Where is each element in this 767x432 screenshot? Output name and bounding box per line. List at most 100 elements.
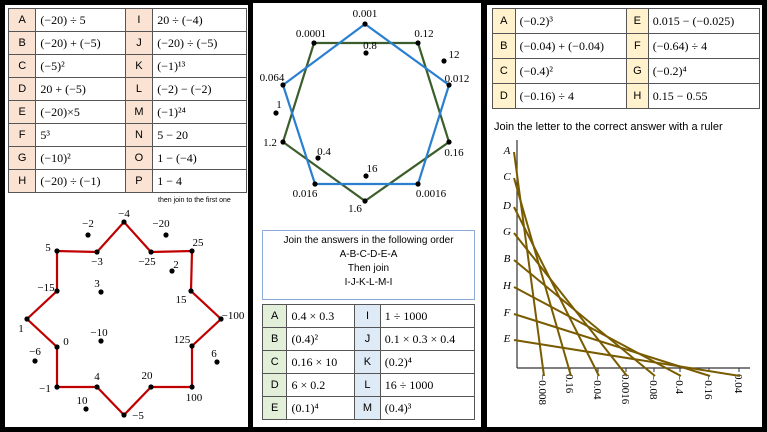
blue-vertex-dot xyxy=(362,21,368,27)
green-vertex-label: 0.0001 xyxy=(296,28,326,40)
expression-cell: 20 ÷ (−4) xyxy=(152,8,247,32)
expression-cell: (−20) ÷ (−1) xyxy=(35,169,126,193)
stray-dot xyxy=(315,155,321,161)
stray-label: 2 xyxy=(173,259,179,271)
letter-cell: D xyxy=(7,77,37,101)
answer-label: 0.16 xyxy=(563,374,575,394)
letter-cell: N xyxy=(124,123,154,147)
connection-line xyxy=(513,232,628,377)
stray-dot xyxy=(363,50,369,56)
letter-cell: C xyxy=(7,54,37,78)
table-row: E (0.1)⁴ M (0.4)³ xyxy=(261,396,476,420)
green-vertex-dot xyxy=(362,198,368,204)
expression-cell: (−0.16) ÷ 4 xyxy=(514,83,627,109)
letter-cell: B xyxy=(261,327,288,351)
expression-cell: 0.4 × 0.3 xyxy=(286,304,356,328)
star-vertex-dot xyxy=(189,343,195,349)
stray-label: 12 xyxy=(449,49,460,61)
connection-line xyxy=(513,206,600,377)
letter-cell: A xyxy=(7,8,37,32)
letter-cell: I xyxy=(124,8,154,32)
letter-cell: G xyxy=(7,146,37,170)
letter-cell: E xyxy=(625,8,649,34)
instruction-line: I-J-K-L-M-I xyxy=(344,277,393,288)
stray-label: 10 xyxy=(77,395,89,407)
star-vertex-dot xyxy=(148,384,154,390)
letter-label: D xyxy=(502,200,511,212)
answer-label: −0.16 xyxy=(702,374,714,400)
blue-vertex-dot xyxy=(415,181,421,187)
expression-cell: (−0.4)² xyxy=(514,58,627,84)
table-row: D (−0.16) ÷ 4 H 0.15 − 0.55 xyxy=(492,83,761,109)
letter-cell: E xyxy=(261,396,288,420)
expression-cell: (−0.04) + (−0.04) xyxy=(514,33,627,59)
blue-vertex-label: 0.012 xyxy=(445,73,470,85)
expression-cell: 0.15 − 0.55 xyxy=(647,83,761,109)
green-vertex-label: 1.2 xyxy=(263,137,277,149)
stray-dot xyxy=(163,232,169,238)
letter-cell: P xyxy=(124,169,154,193)
star-vertex-dot xyxy=(121,219,127,225)
expression-cell: (−1)²⁴ xyxy=(152,100,247,124)
star-vertex-dot xyxy=(148,249,154,255)
star-vertex-dot xyxy=(54,288,60,294)
stray-dot xyxy=(85,232,91,238)
stray-dot xyxy=(169,268,175,274)
star-vertex-label: 20 xyxy=(142,370,154,382)
letter-cell: D xyxy=(492,83,516,109)
star-vertex-label: 0 xyxy=(63,336,69,348)
table-row: H (−20) ÷ (−1) P 1 − 4 xyxy=(7,169,247,193)
blue-vertex-dot xyxy=(312,181,318,187)
expression-cell: (−10)² xyxy=(35,146,126,170)
star-vertex-dot xyxy=(24,316,30,322)
expression-cell: 20 + (−5) xyxy=(35,77,126,101)
star-vertex-label: −15 xyxy=(37,282,55,294)
letter-cell: M xyxy=(354,396,381,420)
star-vertex-dot xyxy=(121,412,127,418)
star-vertex-dot xyxy=(218,316,224,322)
star-vertex-dot xyxy=(94,384,100,390)
green-vertex-label: 0.16 xyxy=(444,147,464,159)
answer-label: −0.008 xyxy=(536,374,548,405)
ruler-instruction: Join the letter to the correct answer wi… xyxy=(494,121,723,133)
star-vertex-dot xyxy=(54,384,60,390)
star-vertex-label: −100 xyxy=(222,310,245,322)
table-row: A (−20) ÷ 5 I 20 ÷ (−4) xyxy=(7,8,247,32)
connection-line xyxy=(513,339,741,377)
stray-label: 1 xyxy=(276,99,282,111)
letter-cell: O xyxy=(124,146,154,170)
letter-label: A xyxy=(503,145,511,157)
letter-cell: L xyxy=(124,77,154,101)
stray-label: 0.4 xyxy=(317,146,331,158)
letter-label: C xyxy=(503,171,511,183)
stray-dot xyxy=(441,58,447,64)
table-row: F 5³ N 5 − 20 xyxy=(7,123,247,147)
star-vertex-label: −5 xyxy=(132,410,144,422)
letter-label: B xyxy=(504,253,511,265)
answer-label: −0.04 xyxy=(591,374,603,400)
letter-cell: K xyxy=(354,350,381,374)
stray-dot xyxy=(98,289,104,295)
stray-dot xyxy=(273,110,279,116)
letter-cell: F xyxy=(7,123,37,147)
green-vertex-dot xyxy=(280,139,286,145)
left-expression-table: A (−20) ÷ 5 I 20 ÷ (−4) B (−20) + (−5) J (−20) … xyxy=(7,8,247,193)
join-note: then join to the first one xyxy=(158,197,231,204)
expression-cell: 5³ xyxy=(35,123,126,147)
expression-cell: (−0.2)³ xyxy=(514,8,627,34)
star-vertex-label: 4 xyxy=(94,371,100,383)
letter-cell: H xyxy=(625,83,649,109)
table-row: C (−5)² K (−1)¹³ xyxy=(7,54,247,78)
connection-line xyxy=(513,259,656,377)
letter-cell: H xyxy=(7,169,37,193)
blue-vertex-label: 0.001 xyxy=(353,8,378,20)
blue-vertex-dot xyxy=(446,82,452,88)
expression-cell: (−0.64) ÷ 4 xyxy=(647,33,761,59)
star-vertex-label: −1 xyxy=(39,383,51,395)
answer-label: 0.04 xyxy=(732,374,744,394)
letter-cell: K xyxy=(124,54,154,78)
letter-label: F xyxy=(503,307,511,319)
expression-cell: (0.4)³ xyxy=(379,396,476,420)
letter-label: H xyxy=(502,280,512,292)
star-vertex-label: 25 xyxy=(193,237,205,249)
